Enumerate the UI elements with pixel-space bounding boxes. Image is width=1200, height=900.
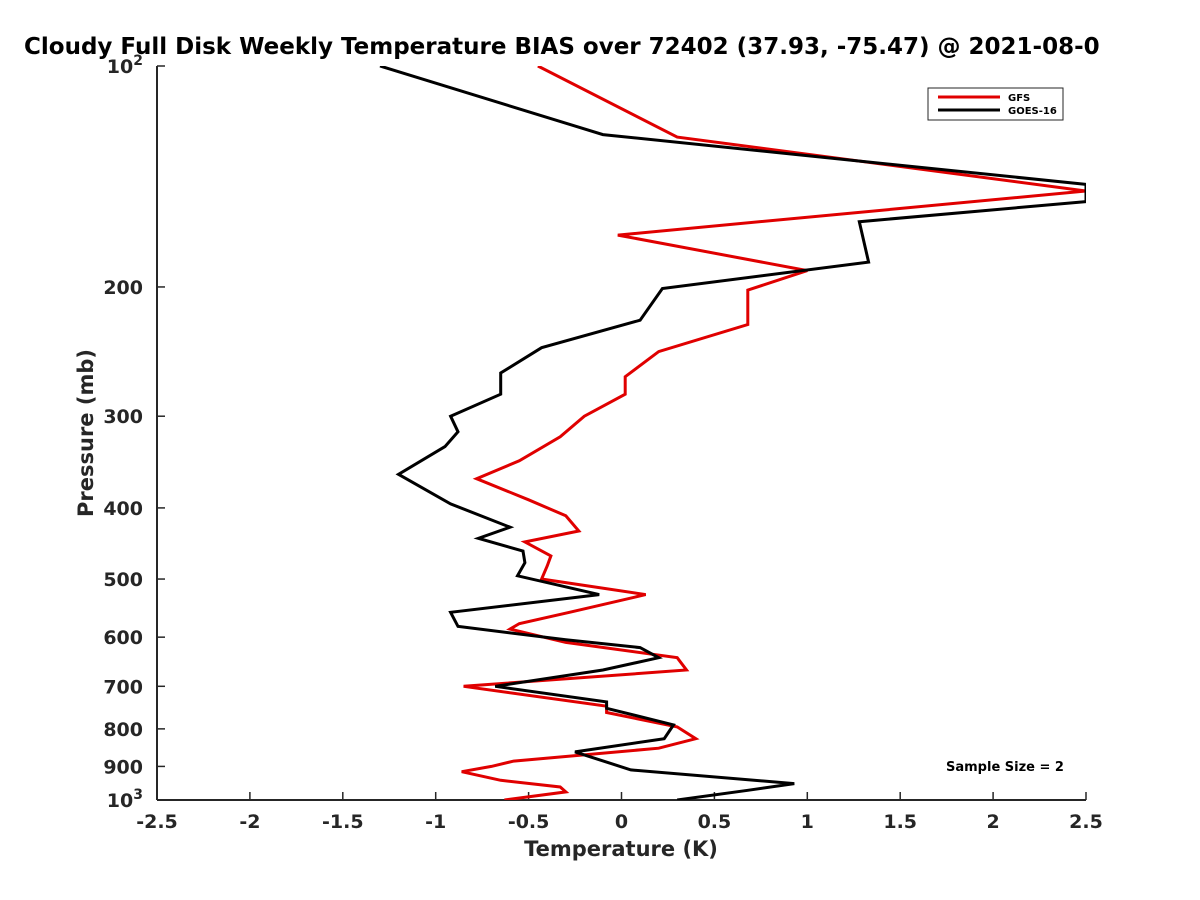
chart-title: Cloudy Full Disk Weekly Temperature BIAS… [24,34,1100,60]
y-tick-label: 900 [103,756,143,778]
series-line-gfs [461,66,1086,800]
x-tick-label: 0 [615,811,628,833]
x-tick-label: -1 [425,811,446,833]
y-tick-label: 103 [107,787,143,812]
y-tick-label: 800 [103,719,143,741]
y-tick-label: 300 [103,406,143,428]
y-tick-label: 600 [103,627,143,649]
y-axis-label: Pressure (mb) [74,349,98,517]
x-tick-label: 1 [801,811,814,833]
series-layer [379,66,1086,800]
y-tick-label: 400 [103,498,143,520]
sample-size-annotation: Sample Size = 2 [946,760,1064,775]
series-line-goes-16 [379,66,1086,800]
x-tick-label: -0.5 [508,811,550,833]
y-tick-label: 102 [107,53,143,78]
legend-label-goes-16: GOES-16 [1008,106,1057,117]
y-tick-label: 500 [103,569,143,591]
x-tick-label: -2.5 [136,811,178,833]
x-tick-label: 2.5 [1069,811,1103,833]
x-axis-label: Temperature (K) [524,837,718,861]
y-tick-label: 200 [103,277,143,299]
x-tick-label: -1.5 [322,811,364,833]
x-tick-label: -2 [239,811,260,833]
legend-label-gfs: GFS [1008,93,1030,104]
legend: GFS GOES-16 [927,87,1064,121]
axes: -2.5 -2 -1.5 -1 -0.5 0 0.5 1 1.5 2 2.5 102 200 300 400… [103,53,1103,833]
x-tick-label: 2 [986,811,999,833]
legend-box [927,87,1064,121]
x-tick-label: 0.5 [698,811,732,833]
y-tick-label: 700 [103,676,143,698]
x-tick-label: 1.5 [883,811,917,833]
